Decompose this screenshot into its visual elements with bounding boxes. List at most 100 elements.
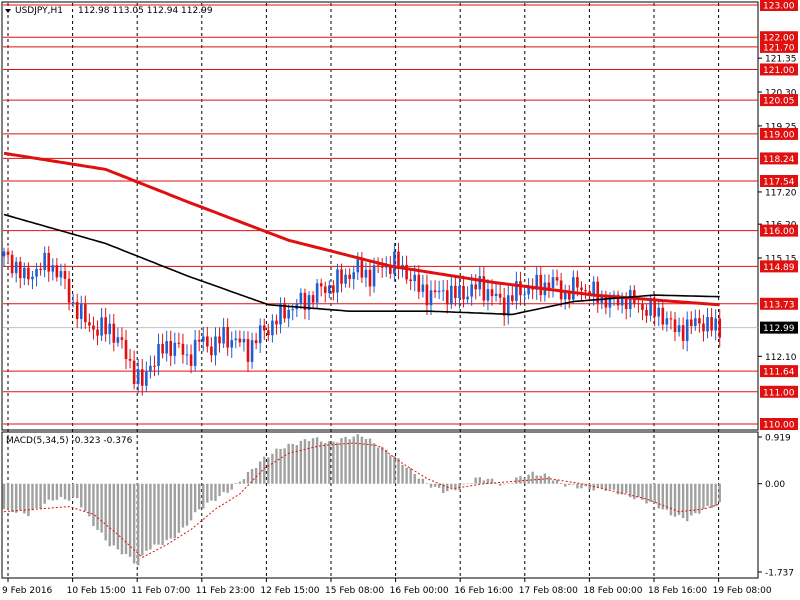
candle-body — [234, 338, 238, 341]
candle-body — [470, 284, 473, 297]
candle-body — [222, 326, 225, 344]
level-tag-text: 113.73 — [763, 300, 795, 310]
candle-body — [51, 265, 55, 272]
histogram-bar — [442, 483, 445, 494]
histogram-bar — [39, 483, 42, 509]
histogram-bar — [287, 443, 290, 484]
candle-body — [210, 346, 213, 356]
histogram-bar — [238, 481, 242, 484]
candle-body — [226, 326, 229, 348]
level-tag-text: 121.70 — [763, 43, 795, 53]
histogram-bar — [55, 483, 59, 500]
histogram-bar — [173, 483, 176, 539]
histogram-bar — [161, 483, 164, 545]
candle-body — [63, 271, 67, 279]
candle-body — [299, 292, 303, 304]
candle-body — [462, 285, 465, 300]
histogram-bar — [673, 483, 677, 517]
histogram-bar — [259, 461, 262, 484]
level-tag-bg — [760, 63, 798, 76]
candle-body — [494, 293, 498, 297]
histogram-bar — [124, 483, 128, 554]
histogram-bar — [206, 483, 209, 503]
candle-body — [555, 277, 559, 281]
histogram-bar — [511, 483, 514, 484]
candle-body — [136, 369, 140, 384]
histogram-bar — [279, 448, 282, 484]
current-price-line: 112.99 — [3, 321, 798, 334]
x-tick-label: 12 Feb 15:00 — [260, 586, 319, 596]
moving-average-red — [3, 151, 720, 307]
histogram-bar — [547, 476, 551, 484]
level-tag-text: 118.24 — [763, 155, 795, 165]
candle-body — [454, 285, 457, 298]
candle-body — [364, 269, 368, 278]
candle-body — [214, 336, 217, 356]
x-tick-label: 11 Feb 23:00 — [196, 586, 255, 596]
histogram-bar — [311, 438, 315, 484]
histogram-bar — [88, 483, 91, 517]
candle-body — [149, 365, 152, 372]
x-tick-label: 16 Feb 00:00 — [390, 586, 449, 596]
histogram-bar — [226, 483, 229, 493]
histogram-bar — [466, 483, 469, 484]
x-tick-label: 19 Feb 08:00 — [713, 586, 772, 596]
histogram-bar — [320, 441, 323, 484]
histogram-bar — [267, 457, 270, 484]
candle-body — [181, 343, 185, 355]
candle-body — [376, 265, 380, 267]
candle-body — [551, 277, 555, 289]
candle-body — [702, 323, 705, 332]
histogram-bar — [661, 483, 664, 510]
histogram-bar — [677, 483, 681, 515]
candle-body — [283, 303, 286, 319]
current-price-tag-text: 112.99 — [763, 324, 795, 334]
histogram-bar — [486, 478, 490, 484]
level-tag-text: 122.00 — [763, 34, 795, 44]
candle-body — [291, 309, 295, 311]
candle-body — [161, 343, 164, 354]
macd-panel-frame — [1, 431, 759, 579]
candle-body — [645, 309, 648, 316]
histogram-bar — [376, 447, 380, 484]
histogram-bar — [177, 483, 181, 533]
candle-body — [409, 279, 412, 282]
histogram-bar — [100, 483, 103, 533]
candle-body — [169, 341, 173, 356]
candle-body — [79, 304, 83, 319]
histogram-bar — [15, 483, 18, 513]
candle-body — [413, 274, 417, 282]
histogram-bar — [47, 483, 50, 500]
histogram-bar — [35, 483, 38, 509]
candle-body — [84, 304, 87, 323]
histogram-bar — [588, 483, 591, 490]
histogram-bar — [686, 483, 689, 522]
y-tick-label: 121.35 — [765, 55, 797, 65]
candle-body — [267, 330, 270, 336]
x-tick-label: 11 Feb 07:00 — [131, 586, 190, 596]
histogram-bar — [633, 483, 636, 500]
histogram-bar — [2, 483, 6, 510]
candle-body — [641, 303, 644, 310]
candle-body — [580, 287, 583, 291]
histogram-bar — [214, 483, 217, 501]
dropdown-triangle-icon[interactable] — [5, 9, 11, 13]
histogram-bar — [153, 483, 156, 545]
histogram-bar — [356, 434, 359, 484]
histogram-bar — [250, 469, 254, 484]
candle-body — [262, 325, 266, 331]
level-tag-bg — [760, 31, 798, 44]
histogram-bar — [315, 437, 319, 484]
candle-body — [185, 354, 189, 356]
histogram-bar — [494, 483, 498, 485]
histogram-bar — [112, 483, 115, 546]
histogram-bar — [283, 448, 286, 484]
histogram-bar — [23, 483, 26, 514]
histogram-bar — [543, 473, 547, 484]
candle-body — [173, 342, 177, 356]
horizontal-levels — [3, 4, 758, 425]
candle-body — [271, 320, 274, 336]
candle-body — [352, 272, 356, 280]
candle-body — [698, 318, 701, 324]
